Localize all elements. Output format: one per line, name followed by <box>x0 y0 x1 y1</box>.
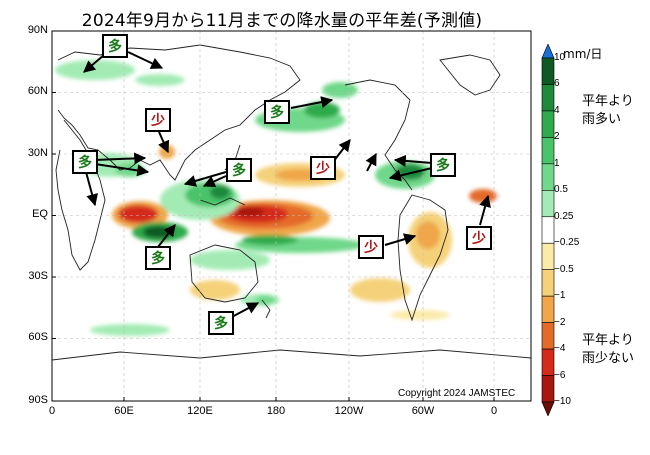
annotation-wet-north-europe: 多 <box>102 34 128 58</box>
legend-wet-note-line2: 雨多い <box>582 112 622 127</box>
lat-tick-90s: 90S <box>28 394 48 406</box>
legend-wet-note: 平年より 雨多い <box>582 93 634 129</box>
colorbar-bottom-triangle <box>541 401 555 416</box>
lon-tick-180: 180 <box>266 405 286 417</box>
legend-dry-note-line1: 平年より <box>582 333 634 348</box>
annotation-dry-south-asia: 少 <box>145 108 171 132</box>
annotation-wet-north-pacific: 多 <box>264 100 290 124</box>
annotation-arrows <box>83 51 491 319</box>
colorbar-level-label: 2 <box>554 131 560 143</box>
lat-tick-eq: EQ <box>32 208 48 220</box>
colorbar-level-label: −2 <box>554 316 566 328</box>
lon-tick-120e: 120E <box>187 405 213 417</box>
lon-tick-0: 0 <box>48 405 56 417</box>
lat-tick-30n: 30N <box>27 147 48 159</box>
colorbar-level-label: −6 <box>554 369 566 381</box>
lon-tick-0-right: 0 <box>490 405 498 417</box>
colorbar-level-label: 0.5 <box>554 184 568 196</box>
annotation-dry-east-atlantic: 少 <box>466 226 492 250</box>
annotation-wet-caribbean: 多 <box>430 153 456 177</box>
colorbar-level-label: −0.5 <box>554 263 574 275</box>
colorbar-level-label: −4 <box>554 343 566 355</box>
colorbar-level-label: 10 <box>554 52 566 63</box>
copyright: Copyright 2024 JAMSTEC <box>398 388 516 399</box>
colorbar-level-label: −1 <box>554 290 566 302</box>
colorbar-level-label: −0.25 <box>554 237 580 249</box>
gridlines <box>52 31 531 401</box>
colorbar-labels: 10 6 4 2 1 0.5 0.25 −0.25 −0.5 −1 −2 −4 −6 −10 <box>538 44 598 416</box>
lat-tick-60n: 60N <box>27 85 48 97</box>
legend-wet-note-line1: 平年より <box>582 94 634 109</box>
colorbar <box>541 44 555 416</box>
legend-unit: mm/日 <box>563 47 603 61</box>
annotation-wet-southeast-asia: 多 <box>226 158 252 182</box>
lat-tick-30s: 30S <box>28 270 48 282</box>
lon-tick-120w: 120W <box>334 405 364 417</box>
map-title: 2024年9月から11月までの降水量の平年差(予測値) <box>81 11 483 31</box>
colorbar-level-label: 4 <box>554 104 560 116</box>
annotation-wet-arabia: 多 <box>72 150 98 174</box>
lon-tick-60e: 60E <box>114 405 134 417</box>
legend-dry-note: 平年より 雨少ない <box>582 332 634 368</box>
colorbar-level-label: −10 <box>554 396 571 407</box>
lat-tick-60s: 60S <box>28 331 48 343</box>
legend-dry-note-line2: 雨少ない <box>582 351 635 366</box>
colorbar-level-label: 6 <box>554 78 560 90</box>
lat-tick-90n: 90N <box>27 24 48 36</box>
lon-tick-60w: 60W <box>411 405 435 417</box>
annotation-dry-central-pacific: 少 <box>310 156 336 180</box>
annotation-dry-south-america: 少 <box>358 235 384 259</box>
colorbar-level-label: 1 <box>554 157 560 169</box>
colorbar-level-label: 0.25 <box>554 210 574 222</box>
annotation-wet-new-zealand: 多 <box>208 311 234 335</box>
annotation-wet-indian-ocean: 多 <box>145 246 171 270</box>
